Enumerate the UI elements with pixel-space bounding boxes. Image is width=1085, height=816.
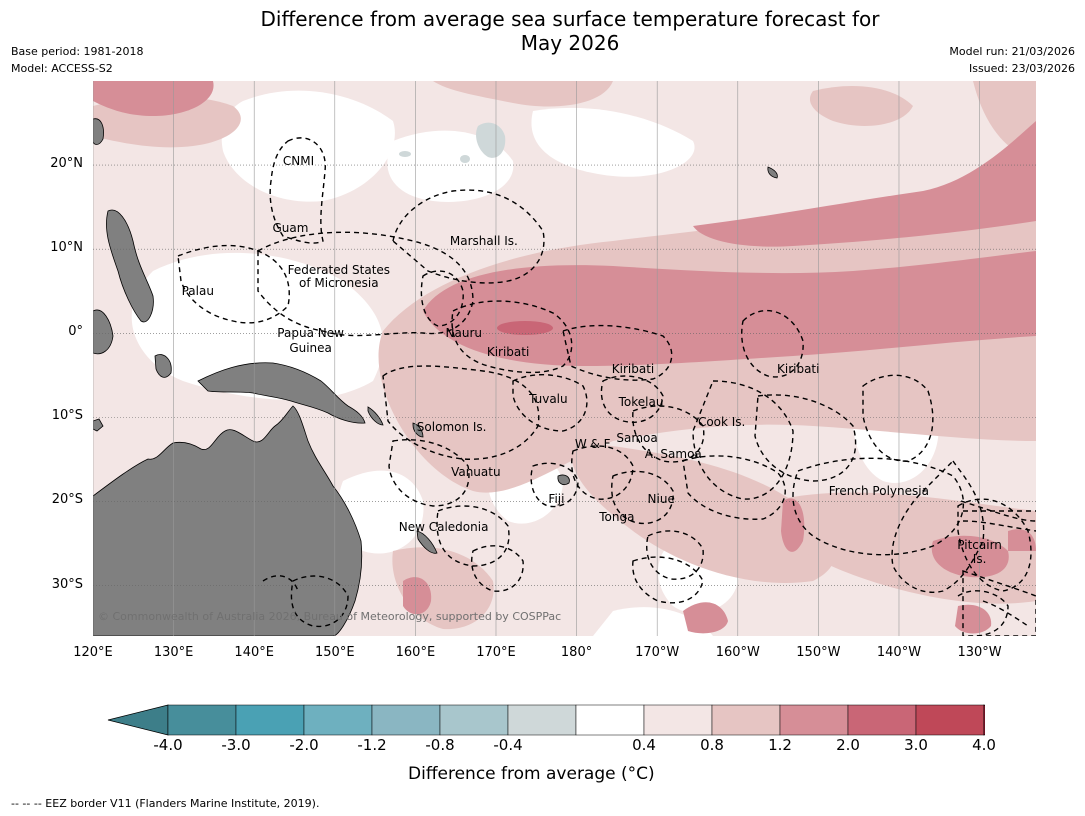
- colorbar-bin: [643, 704, 713, 736]
- place-label: Guinea: [289, 340, 332, 355]
- y-tick-label: 20°S: [51, 492, 83, 508]
- place-label: Vanuatu: [451, 465, 501, 480]
- place-label: Nauru: [445, 326, 482, 341]
- x-tick-label: 140°W: [876, 645, 922, 660]
- x-tick-label: 160°W: [715, 645, 760, 660]
- y-tick-label: 10°S: [51, 408, 83, 424]
- colorbar-tick-label: 0.8: [700, 736, 724, 754]
- place-label: Marshall Is.: [449, 233, 518, 248]
- colorbar-bin: [575, 704, 645, 736]
- chart-title-line1: Difference from average sea surface temp…: [260, 7, 880, 31]
- y-tick-label: 30°S: [51, 576, 83, 592]
- sulawesi-land: [154, 354, 172, 378]
- x-tick-label: 170°E: [476, 645, 516, 660]
- x-tick-label: 150°W: [796, 645, 841, 660]
- colorbar: [107, 704, 985, 736]
- colorbar-title: Difference from average (°C): [408, 764, 655, 784]
- place-label: Samoa: [616, 431, 658, 446]
- model-run-text: Model run: 21/03/2026: [949, 45, 1075, 58]
- colorbar-tick-label: 0.4: [632, 736, 656, 754]
- y-tick-label: 10°N: [50, 240, 83, 256]
- colorbar-tick-label: -3.0: [221, 736, 251, 754]
- colorbar-tick-label: -4.0: [153, 736, 183, 754]
- place-label: Fiji: [548, 491, 565, 506]
- place-label: Guam: [272, 221, 309, 236]
- base-period-text: Base period: 1981-2018: [11, 45, 144, 58]
- place-label: Tokelau: [618, 395, 664, 410]
- place-label: Tuvalu: [529, 391, 568, 406]
- x-tick-label: 130°E: [153, 645, 194, 660]
- x-tick-label: 130°W: [957, 645, 1002, 660]
- place-label: Niue: [647, 491, 675, 506]
- place-label: Solomon Is.: [416, 420, 487, 435]
- place-label: New Caledonia: [398, 519, 489, 534]
- new-guinea-land: [197, 362, 366, 424]
- place-label: Palau: [181, 284, 214, 299]
- x-tick-label: 160°E: [395, 645, 436, 660]
- colorbar-bin: [507, 704, 577, 736]
- place-label: French Polynesia: [828, 484, 929, 499]
- y-tick-label: 20°N: [50, 156, 83, 172]
- place-label: Cook Is.: [697, 414, 746, 429]
- borneo-land: [93, 309, 114, 355]
- eez-borders: [177, 137, 1036, 636]
- place-label: Kiribati: [776, 362, 820, 377]
- x-tick-label: 150°E: [315, 645, 355, 660]
- x-tick-label: 120°E: [73, 645, 113, 660]
- cool-anomaly-patches: [399, 122, 506, 163]
- colorbar-bin: [711, 704, 781, 736]
- place-label: Kiribati: [611, 362, 655, 377]
- place-label: Pitcairn: [957, 538, 1002, 553]
- colorbar-tick-label: -0.8: [425, 736, 455, 754]
- warm-anomaly-level-3: [93, 81, 1036, 634]
- x-tick-label: 170°W: [635, 645, 680, 660]
- x-tick-label: 140°E: [234, 645, 274, 660]
- philippines-land: [106, 209, 154, 323]
- place-label: Is.: [972, 551, 987, 566]
- colorbar-over-extension: [983, 704, 985, 736]
- colorbar-tick-label: 3.0: [904, 736, 928, 754]
- colorbar-tick-label: 1.2: [768, 736, 792, 754]
- place-label: CNMI: [282, 153, 315, 168]
- colorbar-bin: [371, 704, 441, 736]
- sst-anomaly-map: [93, 81, 1036, 636]
- place-label: Kiribati: [486, 344, 530, 359]
- map-gridlines: [93, 81, 1036, 636]
- place-label: W & F: [574, 437, 611, 452]
- place-label: of Micronesia: [299, 275, 379, 290]
- land-masses: [93, 118, 778, 636]
- place-label: Papua New: [277, 326, 344, 341]
- place-labels: CNMI Guam Marshall Is. Federated States of M…: [93, 81, 1036, 636]
- colorbar-tick-label: -2.0: [289, 736, 319, 754]
- australia-land: [93, 405, 363, 636]
- colorbar-under-extension: [107, 704, 169, 736]
- colorbar-bin: [303, 704, 373, 736]
- issued-text: Issued: 23/03/2026: [968, 62, 1075, 75]
- colorbar-bin: [779, 704, 849, 736]
- colorbar-bin: [915, 704, 985, 736]
- colorbar-bin: [235, 704, 305, 736]
- chart-title-line2: May 2026: [520, 31, 620, 55]
- taiwan-land: [93, 118, 104, 145]
- colorbar-tick-label: 2.0: [836, 736, 860, 754]
- eez-legend-text: -- -- -- EEZ border V11 (Flanders Marine…: [11, 797, 320, 810]
- colorbar-bin: [847, 704, 917, 736]
- warm-anomaly-level-4: [497, 321, 553, 335]
- colorbar-tick-label: -0.4: [493, 736, 523, 754]
- x-tick-label: 180°: [560, 645, 593, 660]
- model-text: Model: ACCESS-S2: [11, 62, 113, 75]
- y-tick-label: 0°: [68, 324, 83, 340]
- place-label: A. Samoa: [644, 447, 702, 462]
- colorbar-tick-label: 4.0: [972, 736, 996, 754]
- place-label: Federated States: [287, 263, 391, 278]
- colorbar-bin: [439, 704, 509, 736]
- copyright-text: © Commonwealth of Australia 2026, Bureau…: [98, 610, 562, 623]
- colorbar-bin: [167, 704, 237, 736]
- colorbar-tick-label: -1.2: [357, 736, 387, 754]
- place-label: Tonga: [599, 509, 635, 524]
